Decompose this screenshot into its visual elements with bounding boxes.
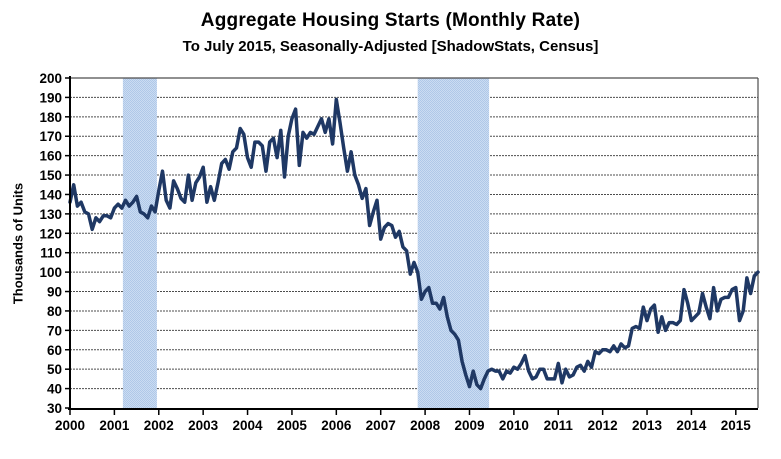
chart-title: Aggregate Housing Starts (Monthly Rate) bbox=[200, 10, 581, 31]
y-tick-label: 30 bbox=[47, 401, 62, 416]
y-tick-label: 150 bbox=[39, 168, 62, 183]
y-tick-label: 40 bbox=[47, 382, 62, 397]
x-tick-label: 2009 bbox=[454, 418, 484, 433]
x-tick-label: 2001 bbox=[99, 418, 130, 433]
y-tick-label: 100 bbox=[39, 265, 62, 280]
x-tick-label: 2013 bbox=[632, 418, 663, 433]
x-tick-label: 2011 bbox=[544, 418, 574, 433]
x-tick-label: 2015 bbox=[721, 418, 752, 433]
x-tick-label: 2004 bbox=[233, 418, 264, 433]
y-tick-label: 160 bbox=[39, 149, 62, 164]
y-tick-label: 120 bbox=[39, 226, 62, 241]
y-tick-label: 90 bbox=[47, 285, 62, 300]
x-tick-label: 2007 bbox=[366, 418, 396, 433]
y-tick-label: 60 bbox=[47, 343, 62, 358]
y-tick-label: 140 bbox=[39, 187, 62, 202]
x-tick-label: 2002 bbox=[144, 418, 174, 433]
recession-band bbox=[122, 78, 157, 408]
x-tick-label: 2005 bbox=[277, 418, 308, 433]
y-tick-label: 70 bbox=[47, 323, 62, 338]
y-tick-label: 180 bbox=[39, 110, 62, 125]
x-tick-label: 2014 bbox=[676, 418, 707, 433]
housing-starts-line bbox=[68, 97, 760, 391]
y-tick-label: 50 bbox=[47, 362, 62, 377]
y-tick-label: 170 bbox=[39, 129, 62, 144]
x-tick-label: 2010 bbox=[499, 418, 529, 433]
chart-subtitle: To July 2015, Seasonally-Adjusted [Shado… bbox=[182, 38, 599, 55]
x-tick-label: 2000 bbox=[55, 418, 85, 433]
y-tick-label: 110 bbox=[40, 246, 62, 261]
y-tick-label: 190 bbox=[39, 90, 62, 105]
y-tick-label: 200 bbox=[39, 71, 62, 86]
x-tick-label: 2008 bbox=[410, 418, 441, 433]
x-tick-label: 2006 bbox=[321, 418, 352, 433]
x-tick-label: 2012 bbox=[588, 418, 618, 433]
y-tick-label: 80 bbox=[47, 304, 62, 319]
x-tick-label: 2003 bbox=[188, 418, 219, 433]
y-tick-label: 130 bbox=[39, 207, 62, 222]
recession-band bbox=[417, 78, 490, 408]
